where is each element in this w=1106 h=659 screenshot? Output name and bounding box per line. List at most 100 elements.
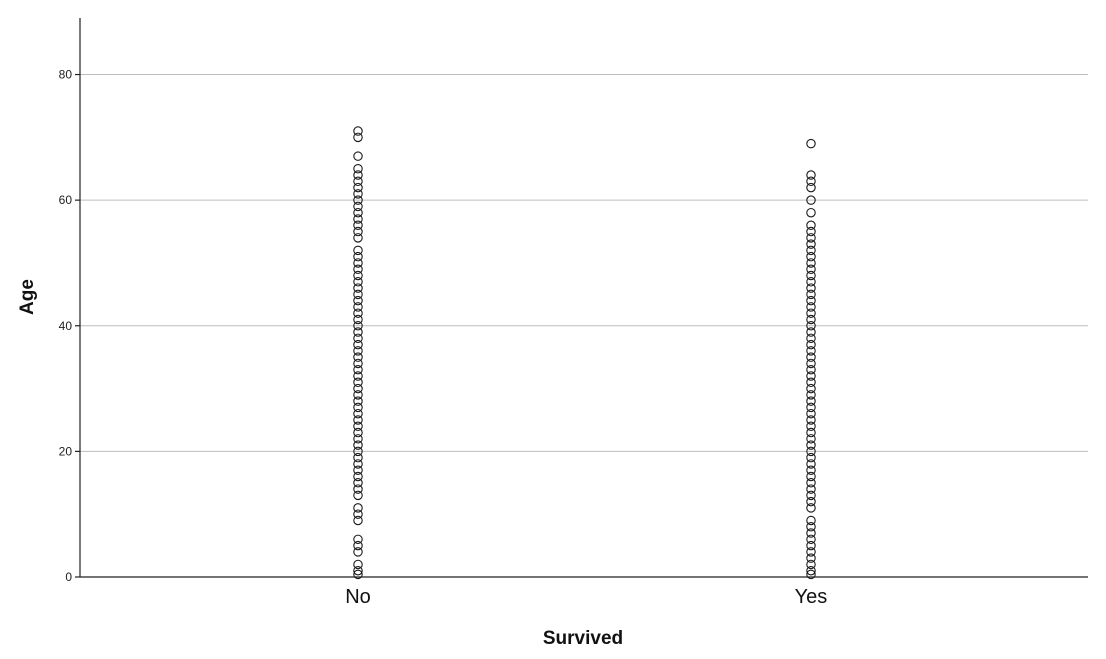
data-point-yes xyxy=(806,295,816,306)
data-point-no xyxy=(353,371,363,381)
data-point-no xyxy=(353,358,363,369)
axis-layer xyxy=(79,18,1088,578)
data-point-no xyxy=(353,377,363,388)
data-point-yes xyxy=(806,182,816,193)
data-point-no xyxy=(353,195,363,205)
y-tick-label: 60 xyxy=(59,193,73,207)
data-point-no xyxy=(353,452,363,463)
data-point-yes xyxy=(806,289,816,300)
data-point-no xyxy=(353,226,363,237)
data-point-yes xyxy=(806,245,816,256)
data-point-no xyxy=(353,289,363,300)
data-point-yes xyxy=(806,371,816,381)
data-point-yes xyxy=(806,547,816,557)
data-point-yes xyxy=(806,559,816,570)
data-point-no xyxy=(353,346,363,356)
data-point-no xyxy=(353,471,363,482)
data-point-no xyxy=(353,434,363,444)
data-point-yes xyxy=(806,553,816,563)
data-point-yes xyxy=(806,452,816,463)
y-axis-title: Age xyxy=(17,279,38,315)
data-point-yes xyxy=(806,484,816,494)
data-point-yes xyxy=(806,565,816,576)
y-tick-label: 0 xyxy=(65,570,72,584)
data-point-yes xyxy=(806,383,816,394)
x-tick-label-no: No xyxy=(345,586,371,608)
data-point-no xyxy=(353,163,363,174)
data-point-yes xyxy=(806,569,816,580)
data-point-no xyxy=(353,565,363,576)
data-point-yes xyxy=(806,503,816,513)
data-point-yes xyxy=(806,333,816,344)
data-point-no xyxy=(353,314,363,325)
data-point-no xyxy=(353,233,363,243)
data-point-yes xyxy=(806,515,816,526)
data-point-no xyxy=(353,440,363,450)
data-point-yes xyxy=(806,207,816,218)
data-point-no xyxy=(353,390,363,400)
data-point-no xyxy=(353,214,363,224)
data-point-no xyxy=(353,534,363,545)
grid-layer xyxy=(80,74,1088,452)
data-point-yes xyxy=(806,251,816,262)
data-point-yes xyxy=(806,226,816,237)
data-point-yes xyxy=(806,283,816,293)
data-point-no xyxy=(353,402,363,413)
x-tick-labels: No Yes xyxy=(345,586,827,608)
data-point-yes xyxy=(806,440,816,450)
x-axis-title: Survived xyxy=(543,628,623,649)
data-point-yes xyxy=(806,239,816,249)
data-point-no xyxy=(353,189,363,199)
data-point-no xyxy=(353,283,363,293)
data-point-yes xyxy=(806,233,816,243)
data-point-yes xyxy=(806,327,816,337)
data-point-no xyxy=(353,515,363,526)
data-point-no xyxy=(353,421,363,432)
data-point-yes xyxy=(806,176,816,187)
data-point-yes xyxy=(806,415,816,425)
data-point-no xyxy=(353,427,363,438)
data-point-no xyxy=(353,258,363,268)
data-point-yes xyxy=(806,302,816,312)
data-point-no xyxy=(353,490,363,501)
data-point-no xyxy=(353,484,363,494)
data-point-yes xyxy=(806,170,816,180)
data-point-no xyxy=(353,509,363,519)
data-point-no xyxy=(353,503,363,513)
data-point-yes xyxy=(806,195,816,205)
data-point-no xyxy=(353,459,363,469)
data-point-yes xyxy=(806,277,816,287)
data-point-no xyxy=(353,182,363,193)
data-point-yes xyxy=(806,528,816,538)
data-point-yes xyxy=(806,321,816,331)
data-point-no xyxy=(353,321,363,331)
data-point-no xyxy=(353,132,363,143)
data-point-no xyxy=(353,126,363,136)
data-point-no xyxy=(353,333,363,344)
data-point-no xyxy=(353,364,363,375)
data-point-yes xyxy=(806,421,816,432)
data-point-yes xyxy=(806,465,816,475)
data-points xyxy=(353,126,816,580)
data-point-yes xyxy=(806,496,816,507)
data-point-yes xyxy=(806,314,816,325)
data-point-yes xyxy=(806,490,816,501)
data-point-no xyxy=(353,302,363,312)
data-point-yes xyxy=(806,522,816,532)
data-point-yes xyxy=(806,270,816,281)
data-point-no xyxy=(353,201,363,212)
data-point-no xyxy=(353,327,363,337)
data-point-yes xyxy=(806,390,816,400)
y-tick-label: 40 xyxy=(59,319,73,333)
data-point-no xyxy=(353,408,363,419)
data-point-no xyxy=(353,170,363,180)
data-point-no xyxy=(353,559,363,570)
y-tick-labels: 0 20 40 60 80 xyxy=(59,68,80,584)
data-point-yes xyxy=(806,352,816,362)
data-point-yes xyxy=(806,377,816,388)
data-point-no xyxy=(353,245,363,256)
y-tick-label: 80 xyxy=(59,68,73,82)
data-point-yes xyxy=(806,434,816,444)
data-point-no xyxy=(353,569,363,580)
